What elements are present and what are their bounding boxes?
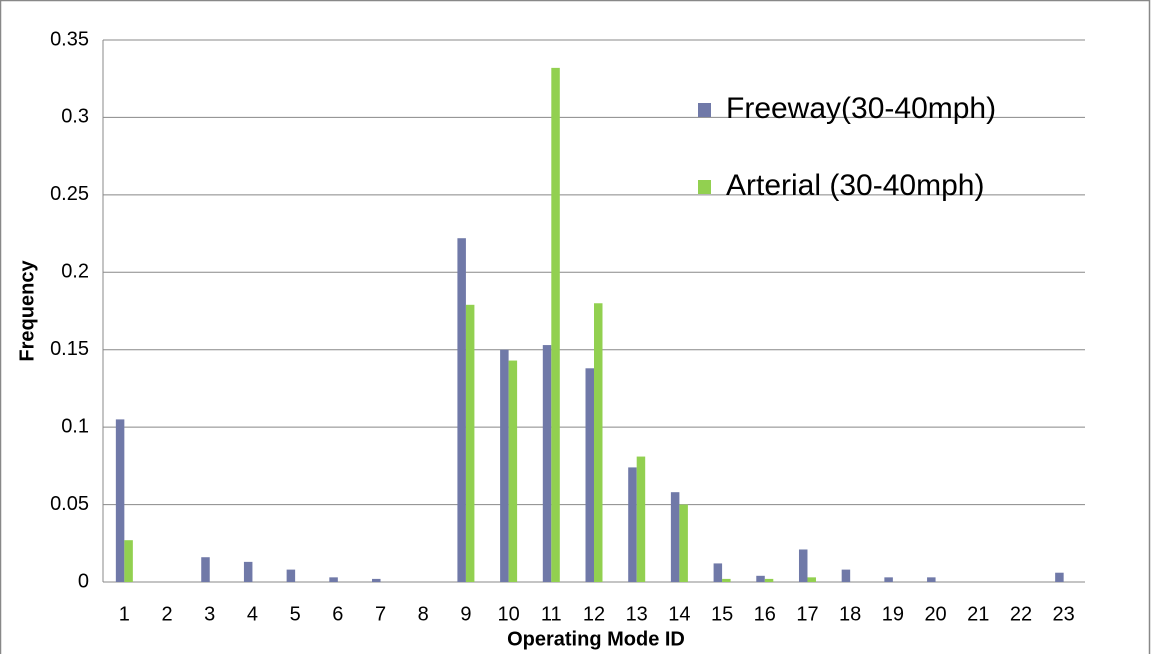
y-tick-label: 0.35	[50, 28, 89, 50]
x-tick-label: 20	[924, 603, 946, 625]
bar	[286, 569, 296, 582]
x-tick-label: 14	[668, 603, 690, 625]
x-tick-label: 12	[583, 603, 605, 625]
bar	[764, 578, 774, 582]
y-tick-label: 0.3	[61, 106, 89, 128]
x-axis-title: Operating Mode ID	[507, 628, 685, 650]
x-tick-label: 13	[626, 603, 648, 625]
bar	[722, 578, 731, 582]
x-tick-label: 11	[541, 603, 562, 625]
bar	[679, 504, 688, 582]
bar	[798, 549, 808, 582]
bar	[927, 577, 936, 582]
legend-swatch	[698, 103, 711, 117]
y-tick-label: 0.05	[50, 493, 89, 515]
bar	[542, 345, 552, 582]
bar	[372, 578, 381, 582]
legend-swatch	[698, 180, 711, 194]
y-tick-label: 0.25	[50, 183, 89, 205]
x-tick-label: 16	[754, 603, 776, 625]
x-tick-label: 19	[882, 603, 904, 625]
x-tick-label: 8	[418, 603, 429, 625]
bar	[1055, 572, 1064, 582]
legend-label: Freeway(30-40mph)	[726, 92, 996, 125]
x-tick-label: 10	[497, 603, 519, 625]
bar	[884, 577, 893, 582]
x-tick-label: 1	[119, 603, 130, 625]
x-tick-label: 2	[161, 603, 172, 625]
x-tick-label: 6	[332, 603, 343, 625]
bar	[115, 419, 125, 582]
bar	[124, 540, 133, 582]
bar	[670, 492, 680, 582]
x-tick-label: 3	[204, 603, 215, 625]
y-tick-label: 0.1	[61, 415, 89, 437]
x-tick-label: 23	[1053, 603, 1075, 625]
y-tick-label: 0.2	[61, 261, 89, 283]
bar	[329, 577, 338, 582]
x-tick-label: 9	[460, 603, 471, 625]
bar	[756, 575, 765, 582]
bar	[841, 569, 851, 582]
y-tick-label: 0	[78, 570, 89, 592]
bar	[713, 563, 723, 582]
y-tick-label: 0.15	[50, 338, 89, 360]
bar	[457, 238, 466, 582]
bar	[201, 557, 210, 582]
y-axis-title: Frequency	[16, 260, 38, 362]
x-tick-label: 15	[711, 603, 733, 625]
x-tick-label: 4	[247, 603, 258, 625]
x-tick-label: 7	[375, 603, 386, 625]
bar	[585, 368, 594, 582]
bar	[551, 67, 560, 583]
bar	[243, 561, 253, 582]
bar	[636, 456, 646, 582]
bar	[500, 349, 509, 582]
bar	[465, 304, 475, 582]
bar	[508, 360, 518, 582]
x-tick-label: 18	[839, 603, 861, 625]
x-tick-label: 17	[796, 603, 818, 625]
bar	[594, 303, 603, 582]
x-tick-label: 21	[967, 603, 989, 625]
x-tick-label: 22	[1010, 603, 1032, 625]
x-tick-label: 5	[290, 603, 301, 625]
legend-label: Arterial (30-40mph)	[726, 169, 984, 202]
bar	[807, 577, 816, 582]
bar	[628, 467, 637, 582]
